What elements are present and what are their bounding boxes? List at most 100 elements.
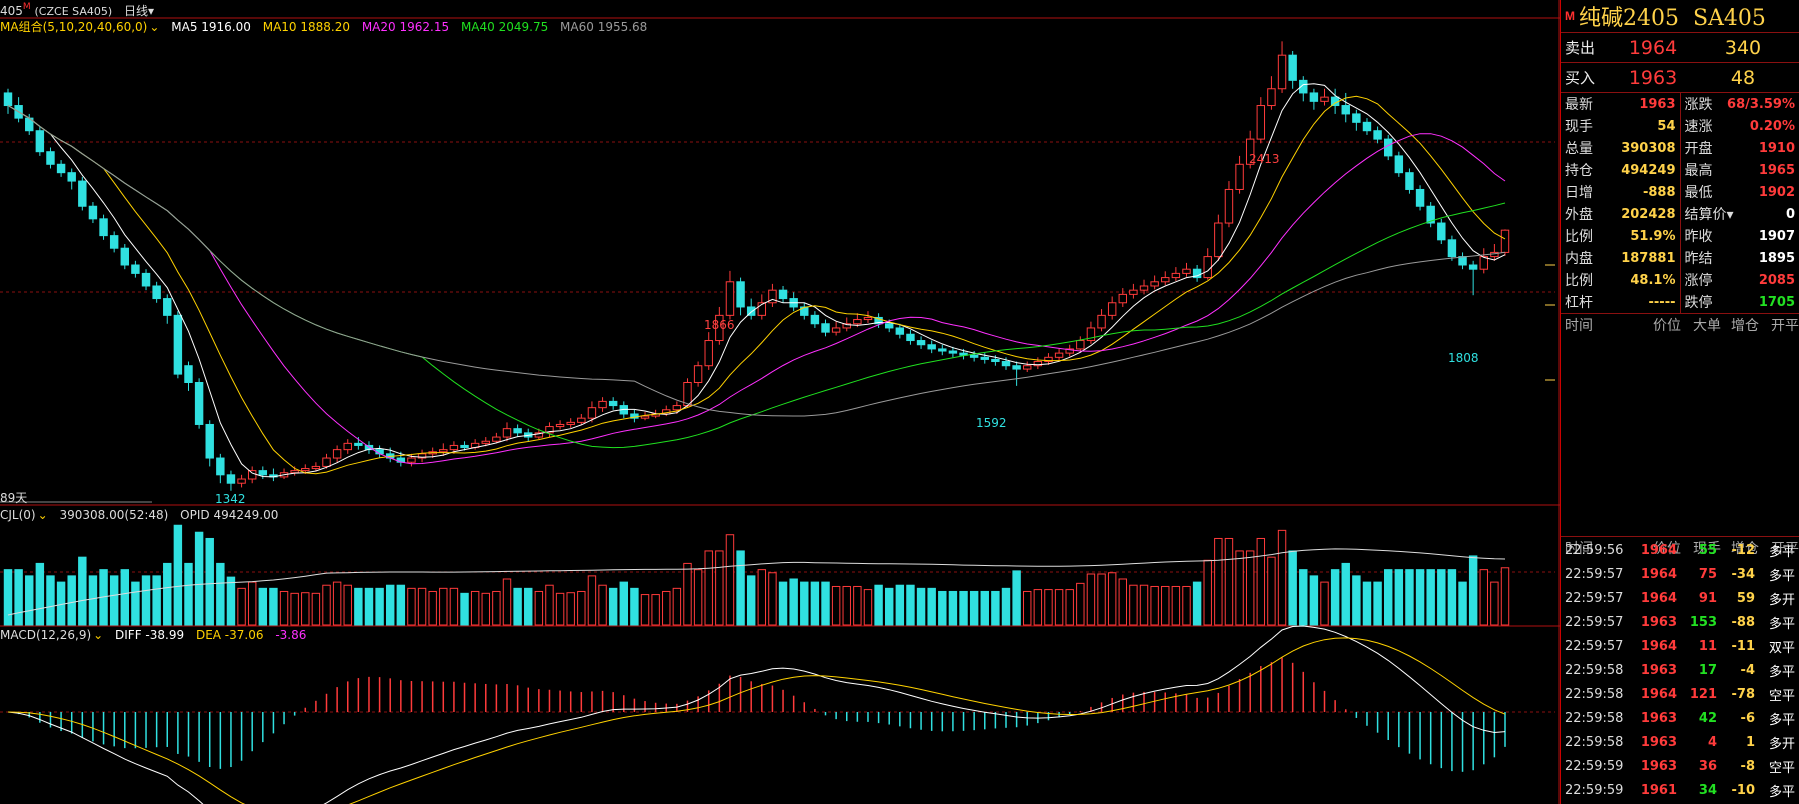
volume-bar — [640, 594, 650, 626]
stat-value: 1902 — [1758, 184, 1795, 200]
volume-bar — [88, 575, 98, 626]
bid-volume: 48 — [1730, 66, 1756, 89]
chart-area[interactable]: 405M (CZCE SA405) 日线▾ MA组合(5,10,20,40,60… — [0, 0, 1560, 804]
period-selector[interactable]: 日线 — [123, 4, 148, 18]
tick-volume: 153 — [1689, 614, 1717, 630]
tick-row[interactable]: 22:59:57 1963 153 -88 多平 — [1561, 610, 1799, 634]
candle-body — [481, 440, 490, 444]
candle-body — [821, 323, 830, 333]
volume-bar — [375, 587, 384, 626]
candle-body — [88, 205, 98, 220]
candle-body — [226, 474, 236, 484]
stat-label: 速涨 — [1684, 119, 1713, 135]
stat-row: 持仓 494249 — [1561, 159, 1680, 181]
volume-bar — [884, 587, 894, 626]
candle-body — [906, 333, 915, 342]
tick-row[interactable]: 22:59:59 1961 34 -10 多平 — [1561, 778, 1799, 802]
candle-body — [1129, 289, 1138, 295]
tick-type: 多开 — [1768, 736, 1795, 752]
stat-label: 总量 — [1565, 141, 1593, 157]
tick-type: 多平 — [1768, 544, 1795, 560]
chevron-down-icon[interactable]: ⌄ — [149, 20, 160, 34]
bid-row[interactable]: 买入 1963 48 — [1561, 63, 1799, 93]
candle-body — [343, 442, 352, 451]
candle-body — [1320, 96, 1329, 102]
candle-body — [842, 323, 851, 329]
tick-time: 22:59:59 — [1565, 758, 1624, 774]
candle-body — [354, 442, 363, 446]
volume-bar — [1214, 537, 1223, 626]
candle-body — [1362, 121, 1372, 132]
candle-body — [778, 289, 788, 300]
tick-row[interactable]: 22:59:58 1963 17 -4 多平 — [1561, 658, 1799, 682]
candle-body — [194, 382, 204, 425]
volume-bar — [736, 550, 745, 626]
volume-bar — [746, 575, 756, 626]
tick-volume: 17 — [1698, 662, 1717, 678]
market-mark: M — [1565, 9, 1575, 23]
volume-bar — [651, 594, 660, 626]
tick-time: 22:59:58 — [1565, 710, 1624, 726]
tick-row[interactable]: 22:59:57 1964 75 -34 多平 — [1561, 562, 1799, 586]
bid-price: 1963 — [1628, 66, 1678, 89]
stat-row: 跌停 1705 — [1681, 291, 1799, 313]
stat-label: 现手 — [1565, 119, 1593, 135]
volume-bar — [672, 587, 682, 626]
tick-price: 1961 — [1640, 782, 1677, 798]
tick-row[interactable]: 22:59:57 1964 11 -11 双平 — [1561, 634, 1799, 658]
candle-body — [863, 316, 873, 321]
candle-body — [1437, 222, 1446, 241]
candle-body — [1192, 268, 1202, 279]
candle-body — [980, 356, 989, 360]
stat-row: 开盘 1910 — [1681, 137, 1799, 159]
chevron-down-icon[interactable]: ⌄ — [37, 508, 48, 522]
candle-body — [1076, 340, 1085, 350]
volume-bar — [1341, 562, 1350, 626]
stat-label: 跌停 — [1684, 295, 1713, 311]
volume-bar — [587, 575, 597, 626]
chevron-down-icon[interactable]: ⌄ — [93, 628, 104, 642]
volume-bar — [991, 590, 1000, 626]
stat-label: 内盘 — [1565, 251, 1593, 267]
candle-body — [683, 382, 692, 407]
candle-body — [1256, 105, 1266, 140]
candle-body — [884, 323, 894, 329]
candle-body — [1277, 54, 1287, 90]
tick-row[interactable]: 22:59:56 1964 55 -12 多平 — [1561, 538, 1799, 562]
tick-row[interactable]: 22:59:59 1963 36 -8 空平 — [1561, 754, 1799, 778]
tick-row[interactable]: 22:59:58 1964 121 -78 空平 — [1561, 682, 1799, 706]
ma-combo-label[interactable]: MA组合(5,10,20,40,60,0) — [0, 20, 148, 34]
volume-bar — [354, 587, 363, 626]
volume-bar — [715, 550, 724, 626]
stat-value: 2085 — [1758, 272, 1795, 288]
tick-row[interactable]: 22:59:57 1964 91 59 多开 — [1561, 586, 1799, 610]
ask-label: 卖出 — [1565, 39, 1596, 57]
kline-chart[interactable] — [0, 0, 1560, 804]
candle-body — [1267, 88, 1276, 107]
macd-indicator-label[interactable]: MACD(12,26,9) — [0, 628, 92, 642]
volume-indicator-label[interactable]: CJL(0) — [0, 508, 36, 522]
stat-row: 最低 1902 — [1681, 181, 1799, 203]
candle-body — [1299, 79, 1308, 94]
diff-value: DIFF -38.99 — [115, 628, 185, 642]
candle-body — [417, 453, 427, 459]
candle-body — [1044, 356, 1053, 363]
tick-price: 1963 — [1640, 662, 1677, 678]
volume-bar — [1235, 550, 1244, 626]
volume-bar — [768, 572, 777, 626]
tick-time: 22:59:57 — [1565, 566, 1624, 582]
candle-body — [1012, 365, 1021, 370]
volume-bar — [980, 590, 989, 626]
volume-bar — [1086, 573, 1096, 626]
candle-body — [332, 449, 342, 459]
volume-bar — [566, 592, 575, 626]
candle-body — [56, 163, 66, 174]
tick-row[interactable]: 22:59:58 1963 4 1 多开 — [1561, 730, 1799, 754]
column-header: 价位 — [1653, 541, 1681, 557]
candle-body — [1224, 188, 1234, 224]
ask-row[interactable]: 卖出 1964 340 — [1561, 33, 1799, 63]
column-header: 开平 — [1771, 318, 1799, 334]
chevron-down-icon[interactable]: ▾ — [147, 4, 155, 18]
tick-row[interactable]: 22:59:58 1963 42 -6 多平 — [1561, 706, 1799, 730]
tick-oi-change: -11 — [1731, 638, 1756, 654]
